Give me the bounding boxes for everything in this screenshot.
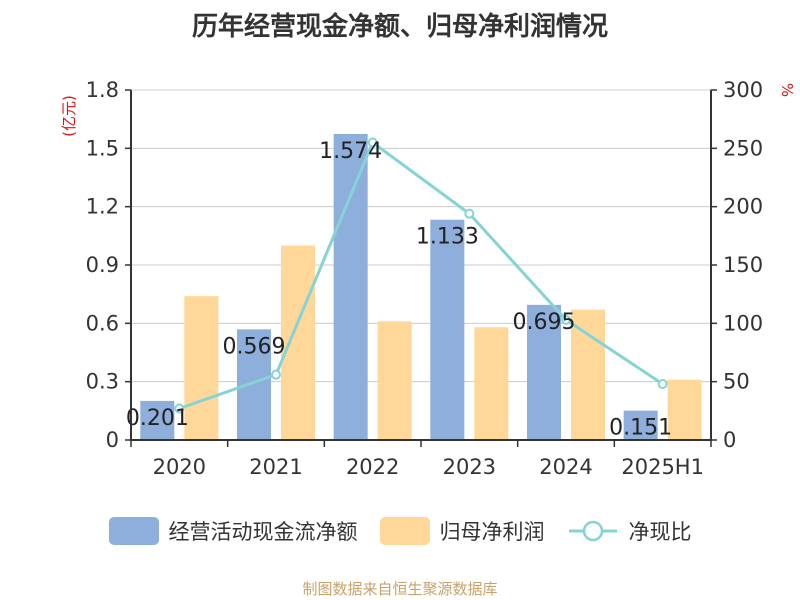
bar-net-profit — [184, 296, 219, 440]
bar-net-profit — [281, 245, 315, 440]
chart-legend: 经营活动现金流净额 归母净利润 净现比 — [0, 516, 800, 546]
right-axis-tick-label: 50 — [723, 370, 750, 394]
left-axis-tick-label: 0 — [106, 428, 119, 452]
data-label-cash-flow: 0.569 — [223, 334, 286, 359]
legend-swatch-net-profit — [379, 517, 430, 545]
legend-line-marker-icon — [568, 520, 617, 542]
right-axis-tick-label: 200 — [723, 195, 763, 219]
right-axis-tick-label: 100 — [723, 311, 763, 335]
right-axis-tick-label: 0 — [723, 428, 736, 452]
ratio-line — [178, 140, 664, 410]
right-axis-tick-label: 250 — [723, 136, 763, 160]
bar-cash-flow — [527, 304, 561, 440]
bar-net-profit — [377, 321, 412, 440]
ratio-point — [271, 369, 281, 380]
bar-net-profit — [474, 327, 509, 440]
data-label-cash-flow: 0.201 — [126, 406, 189, 431]
axes-layer: 0 0.3 0.6 0.9 1.2 1.5 1.8 0 50 100 150 200 250 300 202… — [86, 78, 764, 479]
legend-label-cash-flow: 经营活动现金流净额 — [168, 520, 358, 544]
legend-item-net-profit[interactable]: 归母净利润 — [379, 516, 545, 546]
data-label-cash-flow: 1.574 — [319, 139, 382, 164]
left-axis-tick-label: 1.2 — [86, 195, 119, 219]
right-axis-unit: % — [778, 83, 796, 97]
bar-net-profit — [667, 379, 702, 440]
x-axis-tick-label: 2020 — [153, 455, 206, 479]
bar-cash-flow — [430, 219, 465, 440]
data-label-cash-flow: 0.151 — [609, 416, 672, 441]
bar-net-profit — [571, 309, 605, 440]
x-axis-tick-label: 2025H1 — [621, 455, 704, 479]
right-axis-tick-label: 300 — [723, 78, 763, 102]
chart-title: 历年经营现金净额、归母净利润情况 — [191, 12, 608, 42]
x-axis-tick-label: 2021 — [249, 455, 302, 479]
left-axis-unit: (亿元) — [60, 95, 78, 137]
ratio-line-layer: 0.201 0.569 1.574 1.133 0.695 0.151 — [126, 137, 672, 441]
left-axis-tick-label: 0.6 — [86, 311, 119, 335]
right-axis-tick-label: 150 — [723, 253, 763, 277]
legend-item-ratio[interactable]: 净现比 — [567, 516, 692, 546]
data-label-cash-flow: 1.133 — [416, 225, 479, 250]
x-axis-tick-label: 2022 — [346, 455, 399, 479]
ratio-point — [367, 137, 378, 148]
bar-cash-flow — [623, 410, 658, 440]
source-note: 制图数据来自恒生聚源数据库 — [302, 580, 498, 598]
x-axis-tick-label: 2024 — [539, 455, 592, 479]
left-axis-tick-label: 1.5 — [86, 136, 119, 160]
bars-layer — [140, 133, 702, 440]
legend-label-ratio: 净现比 — [628, 520, 692, 544]
legend-item-cash-flow[interactable]: 经营活动现金流净额 — [108, 516, 358, 546]
legend-swatch-cash-flow — [108, 517, 159, 545]
data-label-cash-flow: 0.695 — [513, 310, 576, 335]
left-axis-tick-label: 0.3 — [86, 370, 119, 394]
ratio-point — [657, 379, 668, 389]
x-axis-tick-label: 2023 — [443, 455, 496, 479]
bar-cash-flow — [333, 133, 368, 440]
ratio-point — [561, 314, 571, 325]
bar-cash-flow — [237, 329, 271, 440]
grid-lines — [131, 89, 711, 383]
ratio-point — [464, 208, 475, 219]
left-axis-tick-label: 0.9 — [86, 253, 119, 277]
bar-cash-flow — [140, 400, 175, 440]
left-axis-tick-label: 1.8 — [86, 78, 119, 102]
legend-label-net-profit: 归母净利润 — [439, 520, 545, 544]
ratio-point — [174, 403, 185, 414]
